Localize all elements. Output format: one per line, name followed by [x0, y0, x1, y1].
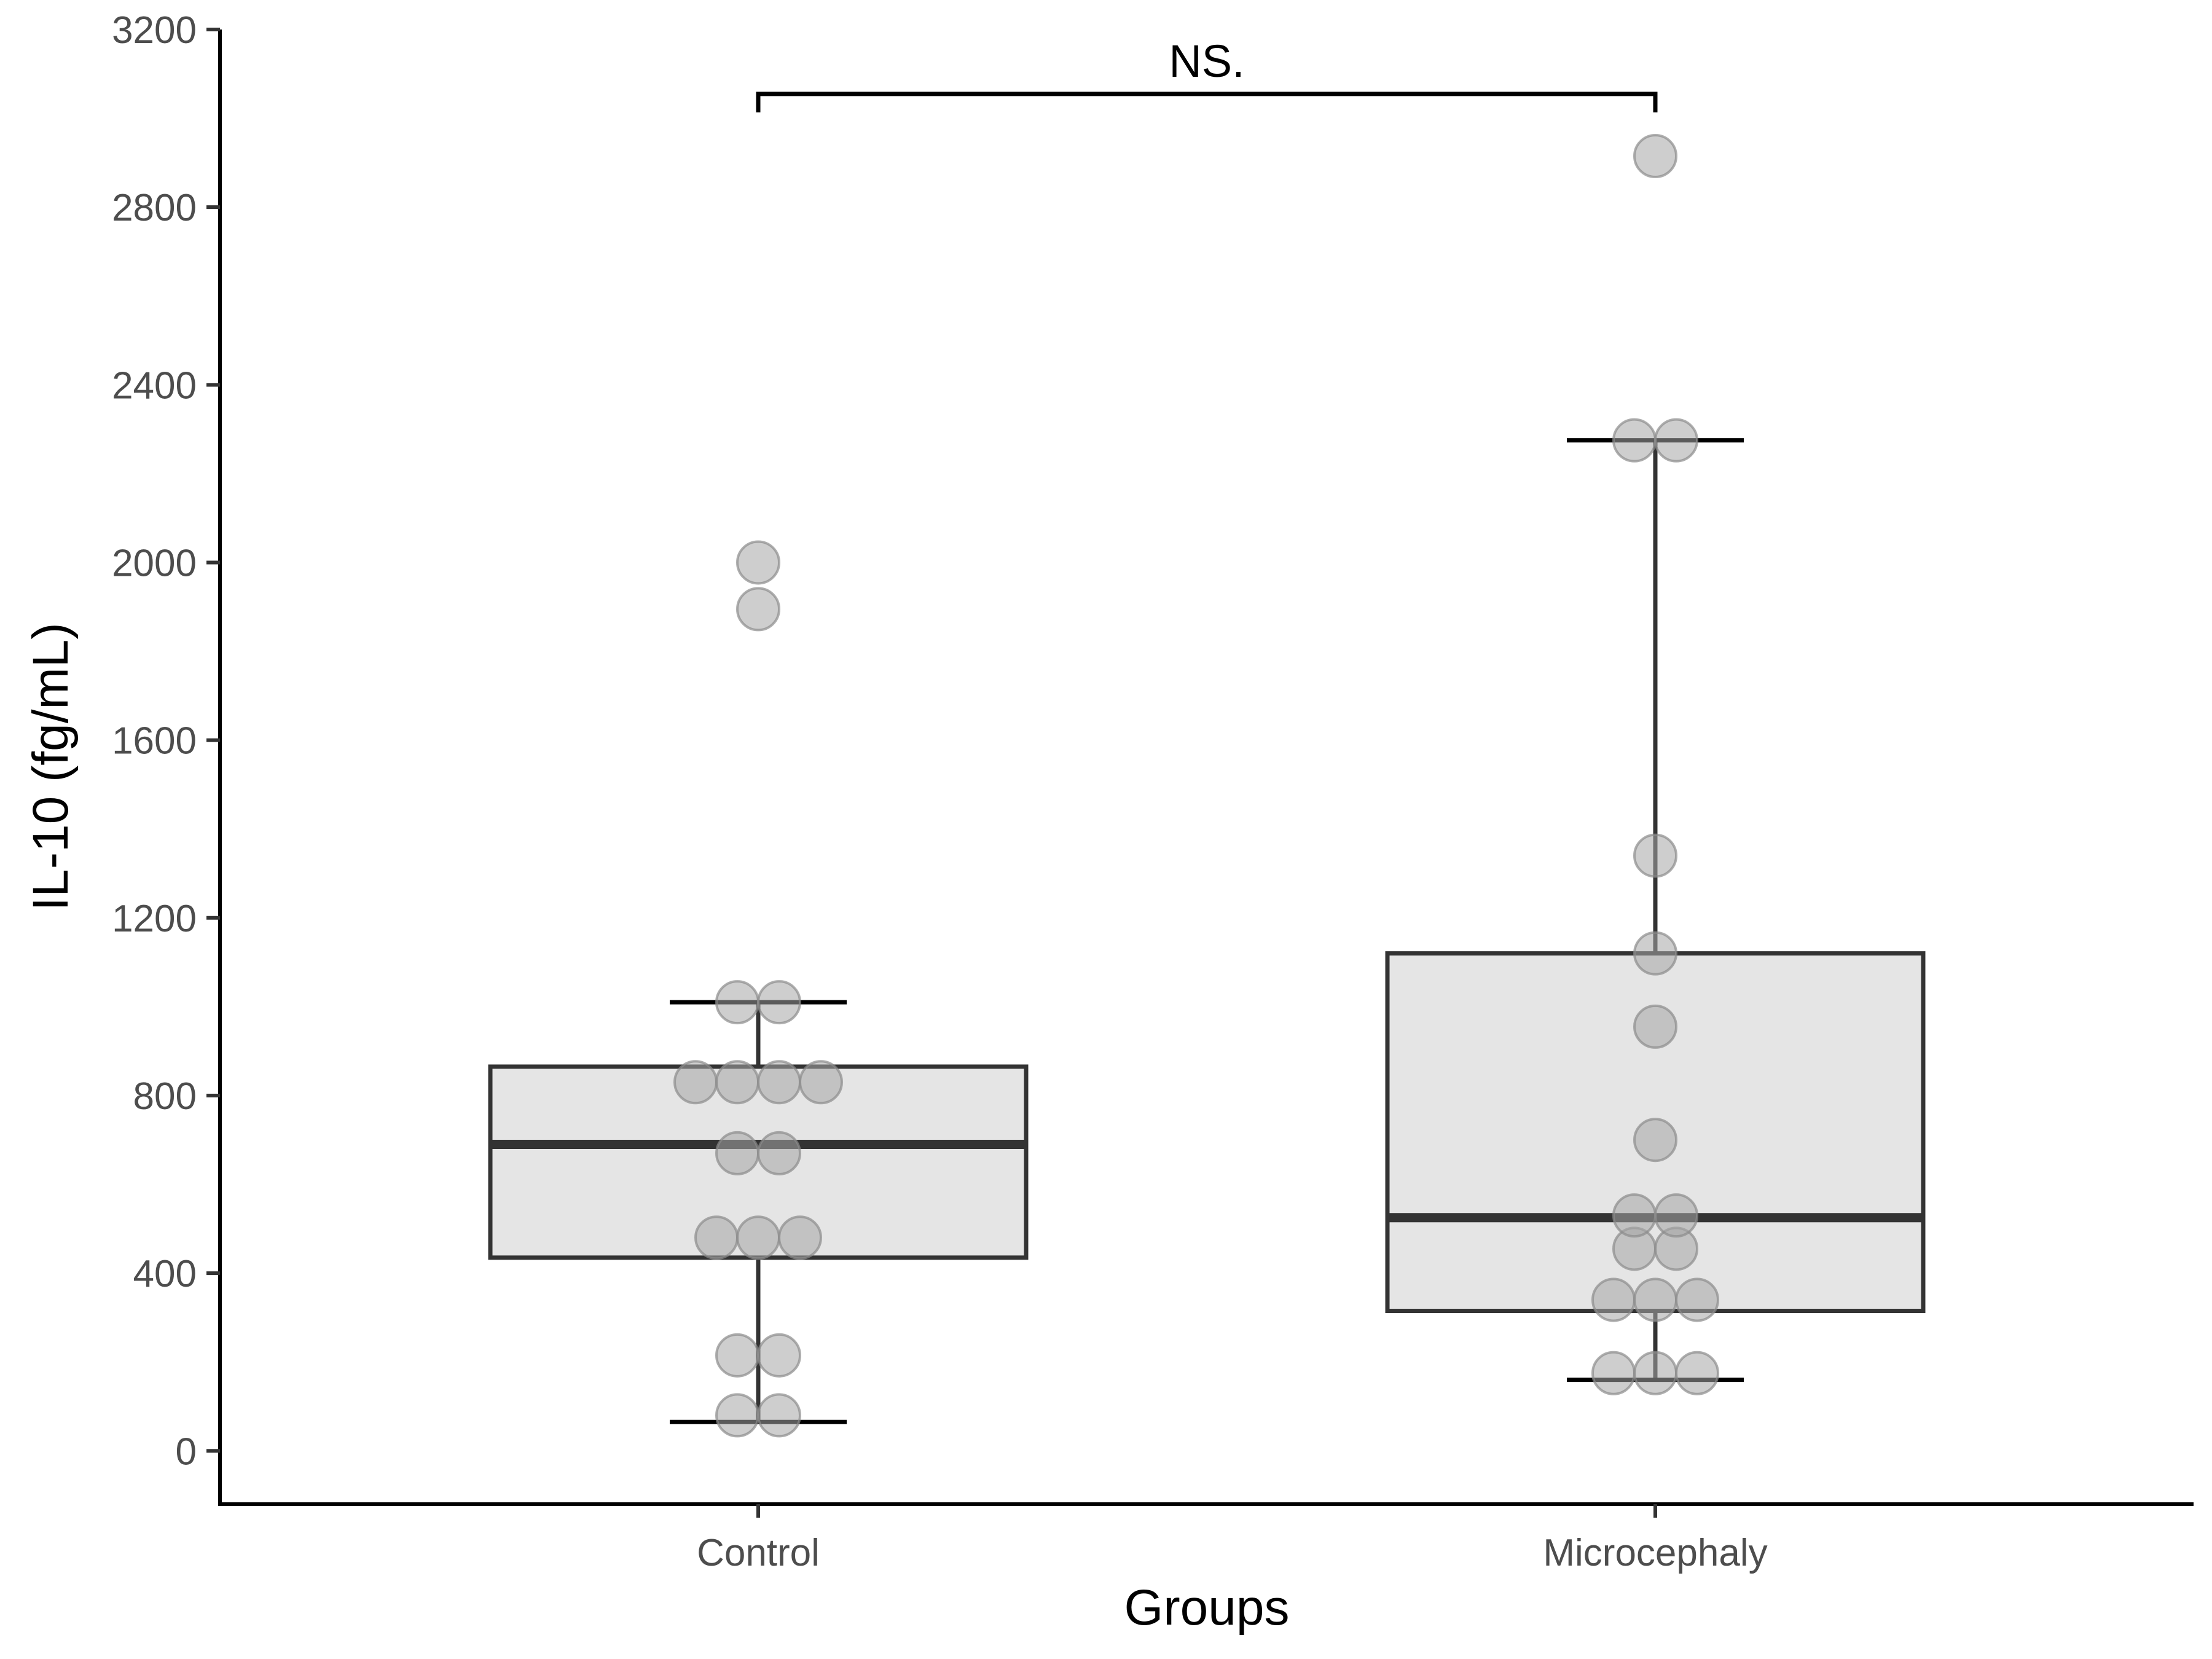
points-layer: [673, 134, 1719, 1438]
data-point: [736, 1215, 780, 1260]
data-point: [1633, 134, 1677, 179]
y-tick-label: 1200: [112, 898, 197, 940]
data-point: [715, 1060, 759, 1105]
y-tick-label: 1600: [112, 720, 197, 763]
axes-layer: [218, 29, 2194, 1506]
data-point: [1675, 1277, 1719, 1322]
x-tick-label: Control: [697, 1532, 820, 1574]
data-point: [1612, 418, 1657, 463]
y-axis-title: IL-10 (fg/mL): [23, 622, 79, 911]
data-point: [1633, 1351, 1677, 1395]
y-tick-label: 800: [133, 1075, 197, 1118]
data-point: [694, 1215, 739, 1260]
data-point: [715, 1131, 759, 1175]
data-point: [1633, 1277, 1677, 1322]
box-microcephaly: [1385, 438, 1926, 1382]
y-tick-label: 0: [176, 1430, 197, 1473]
data-point: [1591, 1351, 1636, 1395]
data-point: [757, 1131, 801, 1175]
data-point: [1654, 1193, 1698, 1238]
data-point: [778, 1215, 822, 1260]
data-point: [757, 1333, 801, 1378]
x-tick-label: Microcephaly: [1543, 1532, 1767, 1574]
data-point: [1591, 1277, 1636, 1322]
significance-bracket: [756, 92, 1658, 112]
data-point: [1612, 1193, 1657, 1238]
data-point: [1654, 418, 1698, 463]
data-point: [715, 980, 759, 1025]
data-point: [1633, 1004, 1677, 1049]
data-point: [1675, 1351, 1719, 1395]
data-point: [757, 980, 801, 1025]
boxes-layer: [488, 438, 1926, 1424]
data-point: [799, 1060, 843, 1105]
data-point: [736, 540, 780, 585]
data-point: [1633, 931, 1677, 976]
ticks-layer: 0 400 800 1200 1600 2000 2400 2800 3200 Control Mi…: [112, 9, 1768, 1574]
data-point: [736, 587, 780, 632]
data-point: [1633, 833, 1677, 878]
data-point: [1633, 1118, 1677, 1163]
data-point: [715, 1333, 759, 1378]
y-tick-label: 2800: [112, 187, 197, 229]
y-tick-label: 2000: [112, 542, 197, 584]
x-axis-title: Groups: [1124, 1580, 1290, 1636]
y-tick-label: 400: [133, 1253, 197, 1295]
y-tick-label: 2400: [112, 364, 197, 407]
annotation-layer: NS.: [756, 36, 1658, 112]
data-point: [673, 1060, 718, 1105]
data-point: [715, 1393, 759, 1438]
y-tick-label: 3200: [112, 9, 197, 52]
data-point: [757, 1060, 801, 1105]
significance-label: NS.: [1169, 36, 1244, 87]
data-point: [757, 1393, 801, 1438]
